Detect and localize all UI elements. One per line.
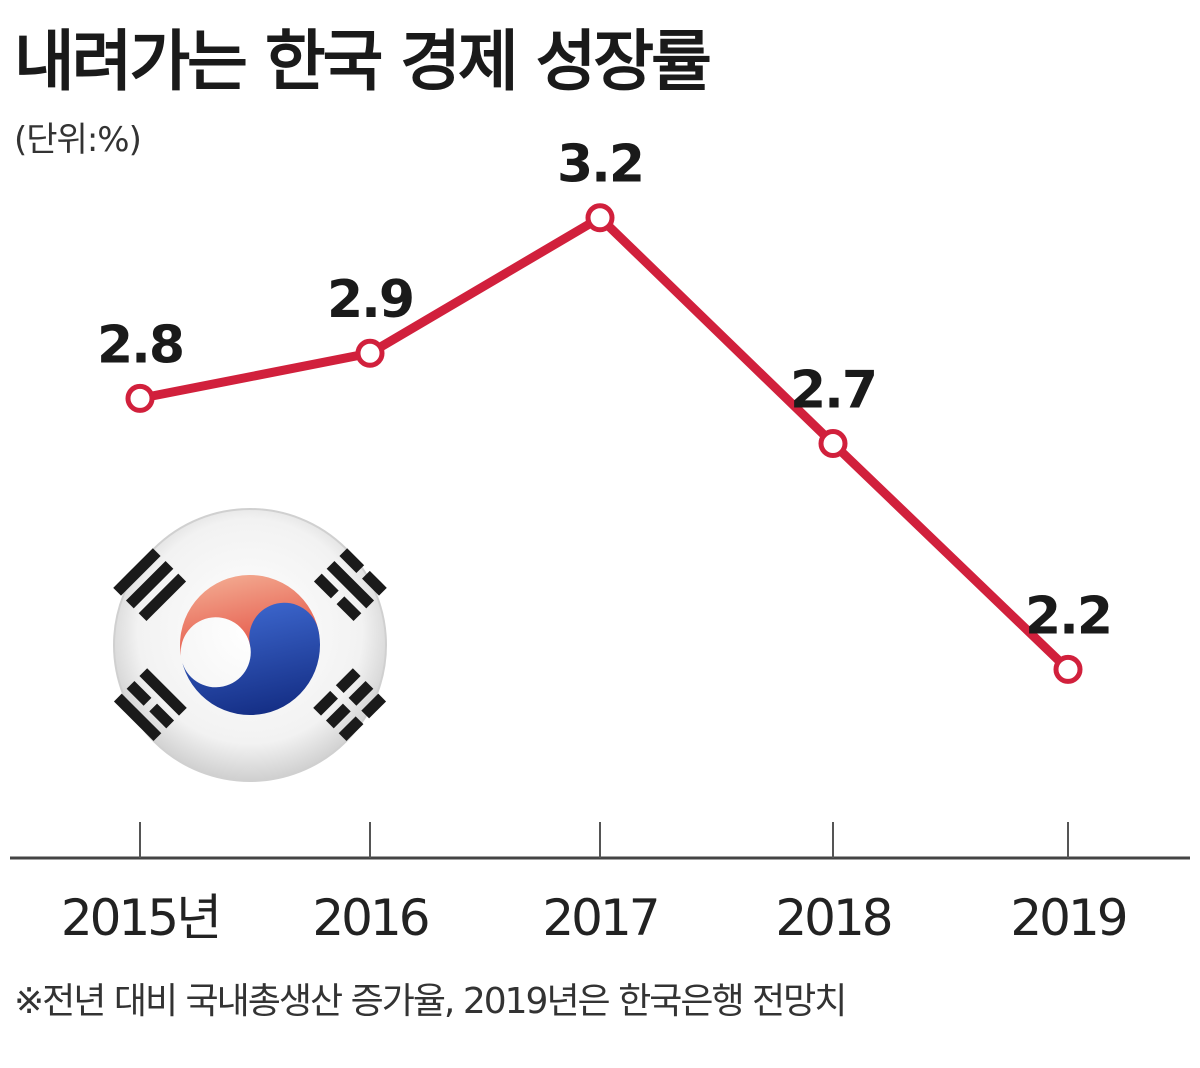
data-label: 2.7 — [790, 361, 876, 421]
x-tick-label: 2015년 — [61, 889, 219, 947]
data-point — [355, 338, 385, 368]
korean-flag-icon — [113, 508, 387, 782]
data-label: 2.2 — [1025, 586, 1111, 646]
x-tick-label: 2018 — [775, 889, 890, 947]
x-tick-label: 2019 — [1010, 889, 1125, 947]
data-point — [585, 203, 615, 233]
x-tick-label: 2017 — [542, 889, 657, 947]
chart-title: 내려가는 한국 경제 성장률 — [14, 23, 712, 100]
data-point — [1053, 654, 1083, 684]
data-label: 2.8 — [97, 315, 183, 375]
unit-label: (단위:%) — [14, 120, 142, 160]
footnote: ※전년 대비 국내총생산 증가율, 2019년은 한국은행 전망치 — [14, 981, 847, 1022]
data-point — [818, 429, 848, 459]
data-label: 2.9 — [327, 270, 413, 330]
data-label: 3.2 — [557, 135, 643, 195]
data-point — [125, 383, 155, 413]
x-tick-label: 2016 — [312, 889, 427, 947]
